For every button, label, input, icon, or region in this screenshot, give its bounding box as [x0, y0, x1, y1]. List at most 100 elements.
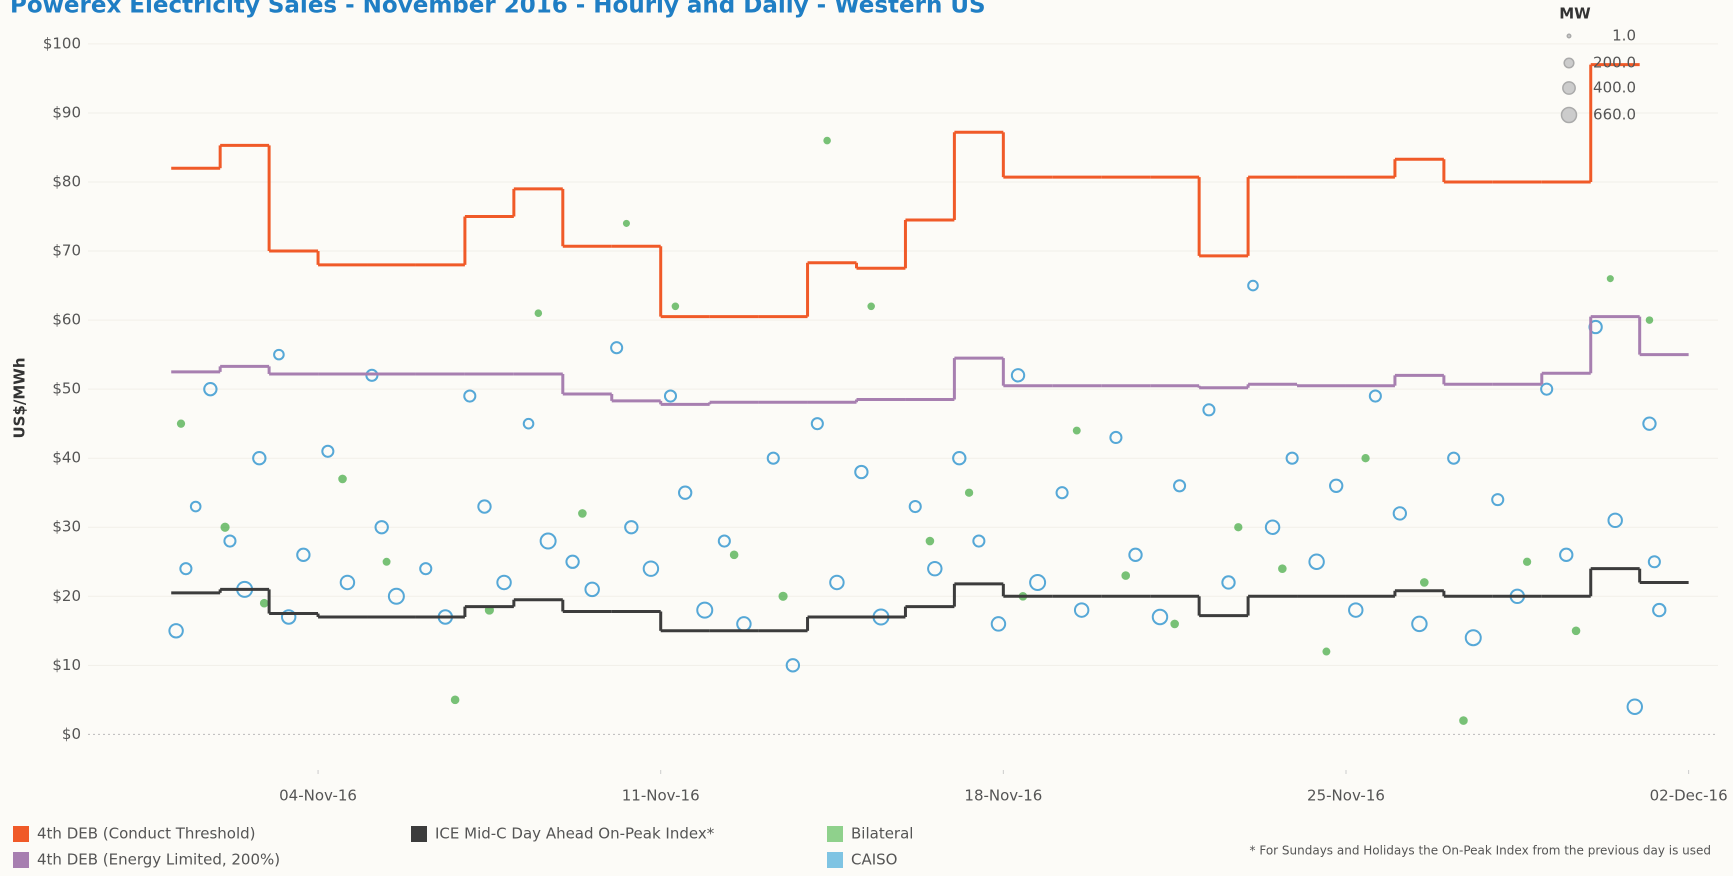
footnote: * For Sundays and Holidays the On-Peak I…	[1250, 844, 1711, 858]
point	[179, 562, 193, 576]
size-legend-label: 1.0	[1612, 27, 1636, 45]
point	[1348, 602, 1364, 618]
point	[778, 591, 788, 601]
point	[1029, 573, 1047, 591]
point	[678, 485, 693, 500]
point	[1464, 629, 1482, 647]
point	[717, 534, 731, 548]
point	[1606, 275, 1614, 283]
legend-label: Bilateral	[851, 825, 913, 843]
point	[1419, 578, 1429, 587]
point	[1392, 506, 1408, 521]
size-legend-label: 400.0	[1593, 79, 1636, 97]
legend-swatch	[13, 852, 29, 868]
point	[1559, 547, 1574, 563]
point	[925, 536, 935, 546]
point	[927, 560, 943, 577]
x-tick-label: 02-Dec-16	[1650, 787, 1728, 805]
y-tick-label: $90	[52, 103, 81, 121]
legend-swatch	[13, 826, 29, 842]
point	[1368, 389, 1382, 403]
point	[168, 623, 184, 639]
point	[252, 451, 267, 466]
y-tick-label: $70	[52, 242, 81, 260]
point	[1170, 619, 1179, 629]
point	[1264, 519, 1281, 535]
size-legend-label: 660.0	[1593, 106, 1636, 124]
y-tick-label: $80	[52, 173, 81, 191]
point	[1642, 416, 1657, 431]
legend-label: 4th DEB (Conduct Threshold)	[37, 825, 256, 843]
point	[1361, 454, 1370, 463]
point	[867, 302, 875, 311]
point	[1607, 512, 1623, 529]
point	[1072, 426, 1081, 435]
y-tick-label: $60	[52, 311, 81, 329]
point	[736, 616, 752, 632]
point	[1010, 368, 1026, 383]
point	[522, 417, 535, 430]
point	[1626, 698, 1644, 715]
point	[1173, 479, 1187, 493]
point	[1234, 523, 1243, 532]
point	[823, 136, 831, 145]
y-tick-label: $100	[43, 34, 81, 52]
point	[189, 500, 202, 513]
size-legend-title: MW	[1559, 5, 1591, 23]
point	[610, 341, 624, 355]
point	[539, 532, 557, 550]
point	[990, 616, 1007, 632]
point	[663, 389, 678, 403]
point	[1540, 382, 1554, 396]
y-tick-label: $50	[52, 380, 81, 398]
point	[829, 574, 845, 591]
y-axis-title: US$/MWh	[11, 357, 29, 438]
x-tick-label: 18-Nov-16	[964, 787, 1042, 805]
point	[696, 601, 714, 619]
point	[908, 499, 922, 514]
point	[1073, 602, 1090, 618]
point	[1202, 403, 1216, 417]
point	[1278, 564, 1287, 573]
point	[273, 348, 285, 361]
point	[223, 534, 237, 548]
point	[624, 520, 639, 535]
point	[1121, 571, 1131, 580]
point	[642, 560, 660, 577]
point	[1647, 555, 1661, 569]
point	[1522, 557, 1532, 566]
point	[321, 444, 335, 458]
point	[339, 574, 356, 591]
point	[296, 547, 311, 563]
y-tick-label: $30	[52, 518, 81, 536]
point	[1128, 547, 1143, 563]
point	[450, 695, 460, 705]
point	[1055, 486, 1069, 500]
point	[1459, 716, 1468, 725]
point	[534, 309, 543, 317]
point	[565, 554, 580, 569]
y-tick-label: $40	[52, 449, 81, 467]
point	[496, 574, 512, 591]
size-legend-mark	[1560, 106, 1578, 124]
legend-swatch	[827, 826, 843, 842]
point	[1329, 478, 1344, 493]
x-tick-label: 25-Nov-16	[1307, 787, 1385, 805]
point	[280, 609, 297, 625]
point	[1308, 553, 1325, 570]
point	[972, 534, 986, 548]
size-legend-mark	[1563, 57, 1575, 69]
point	[1109, 430, 1123, 445]
y-tick-label: $0	[62, 725, 81, 743]
point	[176, 419, 186, 428]
point	[578, 509, 587, 518]
point	[952, 451, 967, 466]
point	[622, 219, 630, 227]
size-legend-mark	[1566, 33, 1572, 39]
y-tick-label: $20	[52, 587, 81, 605]
point	[1491, 493, 1505, 507]
point	[220, 522, 230, 532]
point	[463, 389, 477, 403]
point	[671, 302, 680, 311]
y-tick-label: $10	[52, 656, 81, 674]
